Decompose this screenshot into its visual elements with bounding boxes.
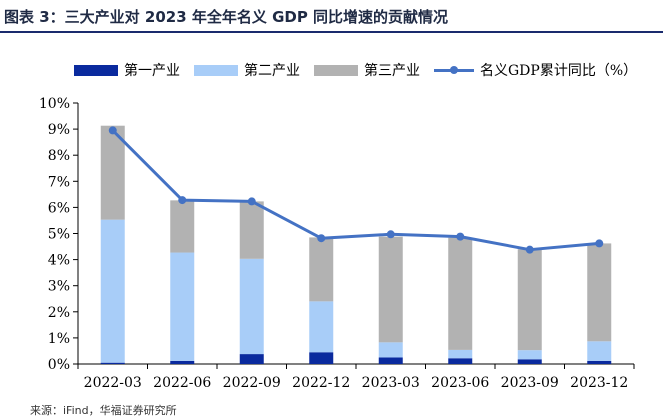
bar-tertiary-industry [517,249,542,351]
bar-tertiary-industry [448,237,473,350]
bar-tertiary-industry [239,201,264,259]
y-tick-label: 0% [48,357,70,373]
y-tick-label: 3% [48,279,70,295]
bar-primary-industry [309,352,334,364]
gdp-point [456,232,465,241]
bar-secondary-industry [309,301,334,353]
x-tick-label: 2023-03 [362,375,420,391]
legend-item-gdp-line: 名义GDP累计同比（%） [434,60,637,80]
bar-primary-industry [587,360,612,364]
bar-primary-industry [170,360,195,364]
bar-tertiary-industry [100,125,125,220]
gdp-point [247,197,256,206]
x-tick-label: 2022-09 [223,375,281,391]
y-tick-label: 10% [39,96,70,112]
x-tick-label: 2023-06 [431,375,489,391]
x-tick-label: 2022-12 [292,375,350,391]
bar-tertiary-industry [309,237,334,302]
bar-tertiary-industry [170,200,195,253]
x-tick-label: 2023-09 [501,375,559,391]
bar-primary-industry [100,362,125,364]
gdp-point [108,126,117,135]
y-tick-label: 7% [48,174,70,190]
bar-primary-industry [448,358,473,364]
legend-swatch-primary [74,64,118,76]
bar-primary-industry [239,354,264,364]
x-tick-label: 2022-03 [84,375,142,391]
chart-title: 图表 3：三大产业对 2023 年全年名义 GDP 同比增速的贡献情况 [4,8,449,26]
legend-item-tertiary: 第三产业 [314,60,420,80]
chart-legend: 第一产业 第二产业 第三产业 名义GDP累计同比（%） [74,60,651,80]
legend-label-primary: 第一产业 [124,63,180,79]
y-tick-label: 1% [48,331,70,347]
legend-label-gdp-line: 名义GDP累计同比（%） [480,63,638,79]
y-tick-label: 9% [48,122,70,138]
bar-secondary-industry [587,341,612,361]
bar-secondary-industry [378,342,403,358]
bar-secondary-industry [239,258,264,355]
x-tick-label: 2022-06 [153,375,211,391]
legend-swatch-tertiary [314,64,358,76]
bar-primary-industry [378,357,403,364]
y-tick-label: 4% [48,253,70,269]
gdp-line [111,129,600,252]
bar-tertiary-industry [378,236,403,343]
y-tick-label: 8% [48,148,70,164]
bar-secondary-industry [100,219,125,363]
legend-label-secondary: 第二产业 [244,63,300,79]
y-tick-label: 2% [48,305,70,321]
legend-swatch-gdp-line [434,64,474,76]
legend-item-primary: 第一产业 [74,60,180,80]
legend-label-tertiary: 第三产业 [364,63,420,79]
y-tick-label: 5% [48,227,70,243]
gdp-point [317,234,326,243]
legend-item-secondary: 第二产业 [194,60,300,80]
bar-primary-industry [517,359,542,364]
bar-tertiary-industry [587,243,612,342]
gdp-point [595,239,604,248]
legend-swatch-secondary [194,64,238,76]
bar-secondary-industry [170,252,195,361]
bar-secondary-industry [517,350,542,360]
gdp-point [525,245,534,254]
bar-secondary-industry [448,349,473,359]
y-tick-label: 6% [48,200,70,216]
x-tick-label: 2023-12 [570,375,628,391]
gdp-point [386,230,395,239]
gdp-point [178,196,187,205]
source-note: 来源：iFind，华福证券研究所 [30,404,177,417]
title-divider [0,31,663,33]
